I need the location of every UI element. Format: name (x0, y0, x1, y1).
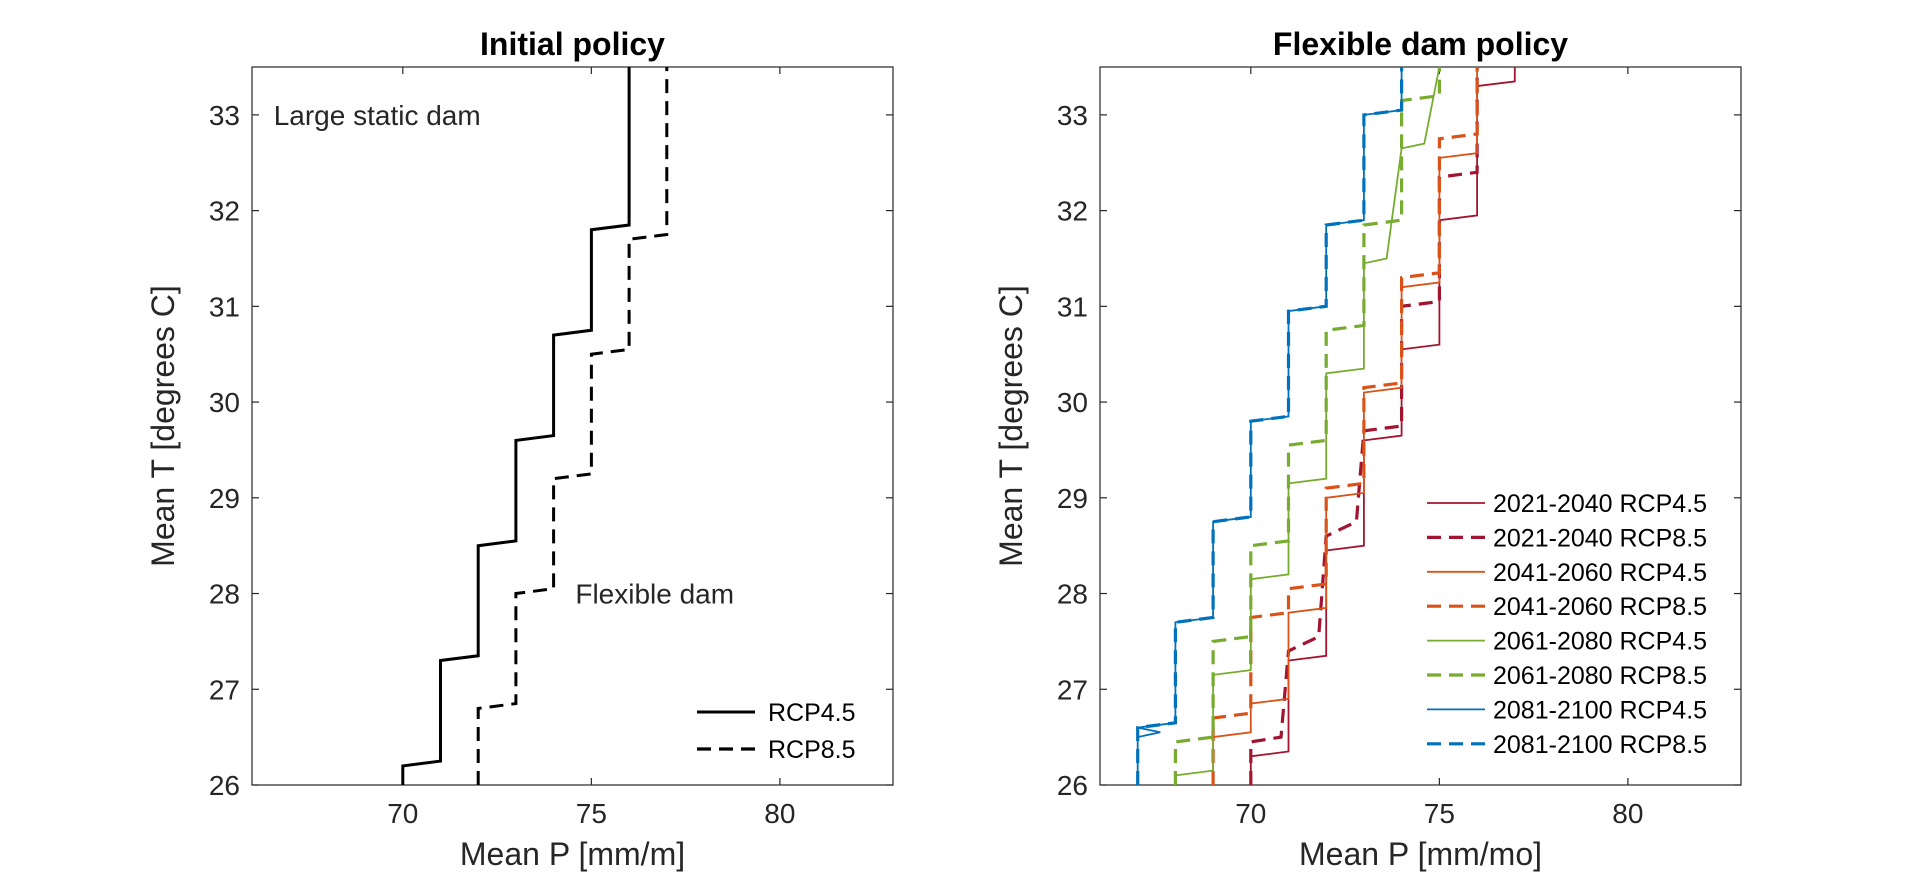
legend-label: 2021-2040 RCP4.5 (1493, 490, 1707, 518)
x-axis-label: Mean P [mm/mo] (1299, 836, 1542, 872)
plot-frame (251, 66, 894, 786)
y-tick-label: 30 (209, 387, 240, 418)
series-line (476, 67, 669, 785)
y-tick-label: 32 (209, 196, 240, 227)
chart-title: Flexible dam policy (1273, 26, 1568, 62)
legend: RCP4.5 RCP8.5 (697, 699, 856, 764)
x-axis-label: Mean P [mm/m] (460, 836, 685, 872)
series-line (1249, 67, 1516, 785)
x-tick-label: 75 (576, 798, 607, 829)
series-line (1212, 67, 1478, 785)
legend-label: 2081-2100 RCP4.5 (1493, 696, 1707, 724)
y-tick-label: 32 (1057, 196, 1088, 227)
series-line (1136, 67, 1403, 785)
series-line (1174, 67, 1441, 785)
y-tick-label: 26 (209, 770, 240, 801)
x-tick-label: 70 (387, 798, 418, 829)
y-tick-label: 30 (1057, 387, 1088, 418)
y-tick-label: 31 (1057, 291, 1088, 322)
legend-label: 2041-2060 RCP8.5 (1493, 593, 1707, 621)
plot-frame (1099, 66, 1742, 786)
x-tick-label: 80 (764, 798, 795, 829)
annotation-text: Large static dam (274, 100, 481, 131)
series-line (1211, 67, 1479, 785)
y-tick-label: 26 (1057, 770, 1088, 801)
legend-label: RCP8.5 (768, 736, 856, 764)
x-tick-label: 80 (1612, 798, 1643, 829)
x-tick-label: 75 (1424, 798, 1455, 829)
chart-flexible-dam-policy: Flexible dam policy Mean P [mm/mo] Mean … (993, 26, 1742, 872)
y-tick-label: 33 (1057, 100, 1088, 131)
y-tick-label: 29 (1057, 483, 1088, 514)
y-tick-label: 27 (1057, 674, 1088, 705)
y-axis-label: Mean T [degrees C] (993, 285, 1029, 567)
legend-label: 2041-2060 RCP4.5 (1493, 559, 1707, 587)
legend: 2021-2040 RCP4.5 2021-2040 RCP8.5 2041-206… (1427, 490, 1707, 759)
legend-label: 2061-2080 RCP4.5 (1493, 628, 1707, 656)
series-line (1136, 67, 1404, 785)
series-group (401, 67, 669, 785)
annotations: Large static dam Flexible dam (274, 100, 734, 610)
y-tick-label: 28 (209, 579, 240, 610)
chart-initial-policy: Initial policy Mean P [mm/m] Mean T [deg… (145, 26, 894, 872)
legend-label: RCP4.5 (768, 699, 856, 727)
y-axis-label: Mean T [degrees C] (145, 285, 181, 567)
series-group (1136, 67, 1516, 785)
y-tick-label: 27 (209, 674, 240, 705)
series-line (401, 67, 631, 785)
series-line (1173, 67, 1442, 785)
chart-title: Initial policy (480, 26, 665, 62)
y-tick-label: 28 (1057, 579, 1088, 610)
annotation-text: Flexible dam (575, 579, 734, 610)
axis-ticks: 70 75 80 26 27 28 29 30 31 32 33 (209, 66, 894, 829)
x-tick-label: 70 (1235, 798, 1266, 829)
legend-label: 2081-2100 RCP8.5 (1493, 731, 1707, 759)
y-tick-label: 29 (209, 483, 240, 514)
series-line (1249, 67, 1479, 785)
y-tick-label: 31 (209, 291, 240, 322)
legend-label: 2021-2040 RCP8.5 (1493, 524, 1707, 552)
legend-label: 2061-2080 RCP8.5 (1493, 662, 1707, 690)
axis-ticks: 70 75 80 26 27 28 29 30 31 32 33 (1057, 66, 1742, 829)
y-tick-label: 33 (209, 100, 240, 131)
